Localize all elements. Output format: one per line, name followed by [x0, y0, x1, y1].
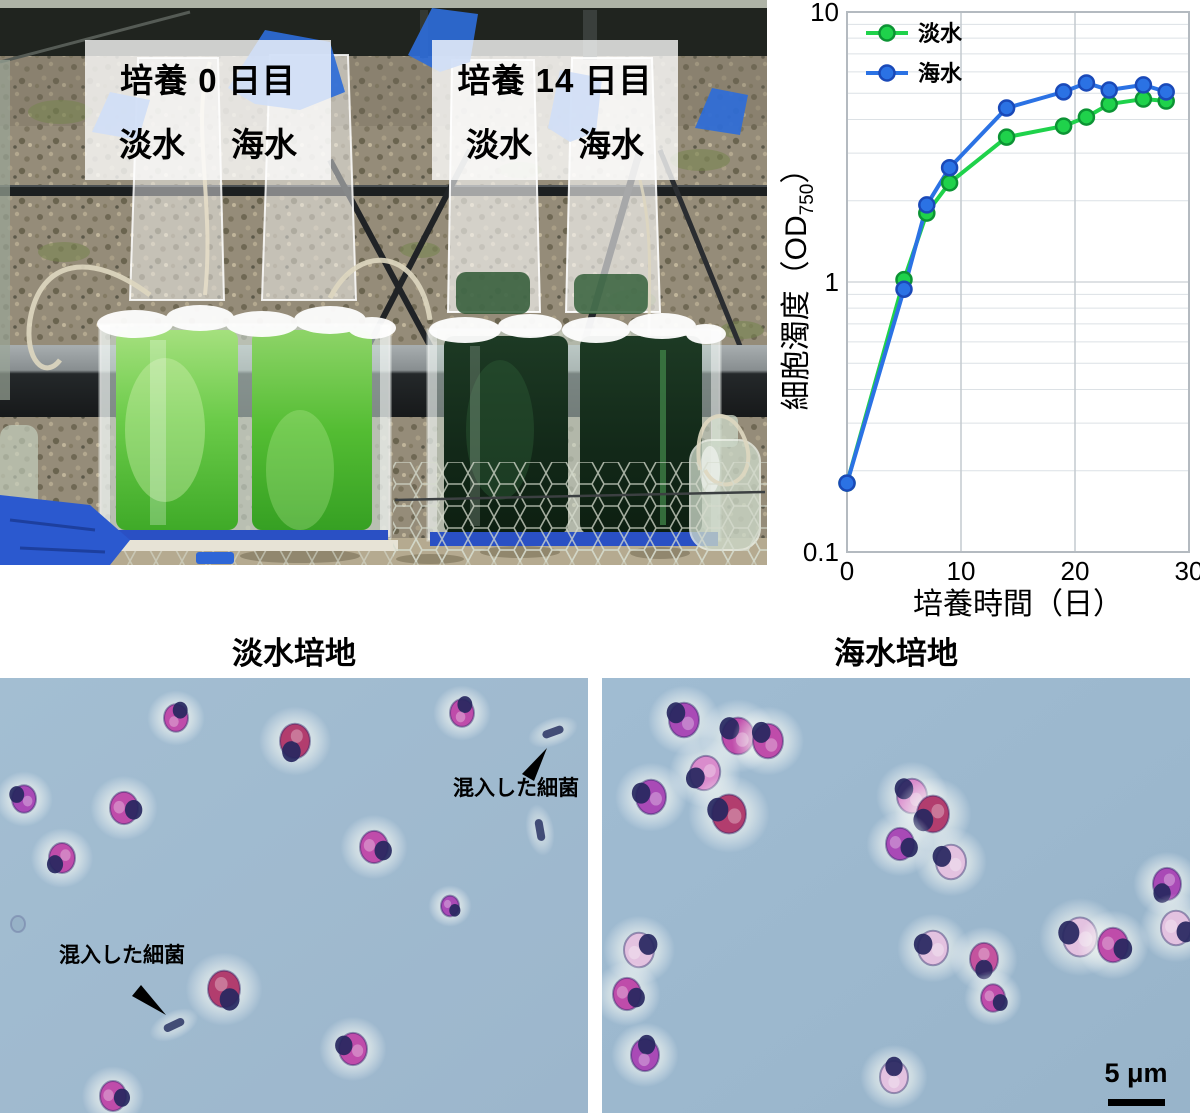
day14-freshwater-label: 淡水 — [466, 126, 532, 163]
y-tick-label: 1 — [825, 267, 839, 297]
day0-freshwater-label: 淡水 — [119, 126, 185, 163]
seawater-micrograph: 5 μm — [602, 678, 1190, 1113]
freshwater-panel-title: 淡水培地 — [232, 635, 356, 671]
x-tick-label: 20 — [1061, 556, 1090, 586]
greenhouse-top — [0, 0, 767, 10]
seawater-panel-title: 海水培地 — [834, 635, 958, 671]
day0-seawater-label: 海水 — [231, 126, 297, 163]
arrowhead-icon — [132, 985, 166, 1015]
data-point — [1054, 117, 1073, 135]
algal-cell — [428, 885, 472, 927]
foam — [429, 313, 726, 344]
data-point — [1157, 83, 1175, 101]
bacteria-annotation-text: 混入した細菌 — [453, 776, 579, 800]
day0-title: 培養 0 日目 — [120, 62, 296, 99]
culture-bag-seawater-day0 — [252, 330, 372, 530]
algal-cell — [860, 1044, 928, 1110]
algal-cell — [688, 774, 770, 854]
algal-cell — [185, 952, 263, 1026]
data-point — [838, 474, 856, 492]
x-tick-label: 10 — [947, 556, 976, 586]
data-point — [1077, 74, 1096, 92]
wire-fence — [393, 462, 767, 562]
label-day0: 培養 0 日目 淡水 海水 — [85, 40, 331, 180]
data-point — [1134, 90, 1153, 108]
algal-cell — [90, 775, 158, 841]
foam — [97, 305, 396, 339]
data-point — [940, 158, 959, 177]
x-tick-label: 30 — [1175, 556, 1200, 586]
algal-cell — [1077, 910, 1149, 980]
legend-label: 淡水 — [918, 21, 963, 46]
algal-cell — [433, 685, 491, 741]
arrowhead-icon — [522, 748, 547, 781]
algal-cell — [615, 762, 687, 832]
y-tick-label: 0.1 — [803, 537, 839, 567]
data-point — [997, 128, 1016, 146]
algal-cell — [915, 827, 987, 897]
horizontal-pipe — [0, 185, 767, 196]
bacteria-annotation-text: 混入した細菌 — [59, 943, 185, 967]
algal-cell — [81, 1066, 145, 1113]
algal-cell — [732, 706, 804, 776]
data-point — [940, 174, 959, 192]
data-point — [1077, 108, 1096, 126]
algal-cell — [602, 961, 661, 1027]
algal-cell — [10, 914, 26, 934]
bacterium-rod — [525, 804, 555, 856]
scale-bar-label: 5 μm — [1104, 1058, 1167, 1088]
greenhouse-photo: 培養 0 日目 淡水 海水 培養 14 日目 淡水 海水 — [0, 0, 767, 566]
algal-cell — [897, 913, 969, 983]
day14-title: 培養 14 日目 — [457, 62, 653, 99]
data-point — [1100, 95, 1118, 113]
y-axis-title: 細胞濁度（OD750） — [780, 154, 818, 411]
algal-cell — [0, 771, 53, 827]
legend-label: 海水 — [918, 61, 963, 86]
algal-cell — [147, 690, 205, 746]
bacterium-rod — [528, 716, 578, 748]
tubing — [26, 264, 152, 371]
data-point — [1134, 76, 1153, 94]
y-tick-label: 10 — [810, 0, 839, 27]
legend-marker — [878, 64, 896, 82]
x-axis-title: 培養時間（日） — [913, 588, 1123, 621]
data-point — [1100, 81, 1118, 99]
algal-cell — [340, 814, 408, 880]
algal-cell — [319, 1016, 387, 1082]
blue-tarp — [0, 495, 234, 565]
algal-cell — [611, 1022, 679, 1088]
label-day14: 培養 14 日目 淡水 海水 — [432, 40, 678, 180]
data-point — [997, 99, 1016, 117]
data-point — [895, 280, 913, 299]
algal-cell — [30, 828, 94, 888]
algal-cell — [259, 706, 331, 776]
day14-seawater-label: 海水 — [578, 126, 644, 163]
data-point — [1054, 83, 1073, 101]
bacterium-rod — [149, 1008, 199, 1042]
data-point — [918, 196, 936, 214]
algal-cell — [964, 970, 1022, 1026]
scale-bar — [1108, 1099, 1165, 1106]
seawater-series-line — [845, 80, 1169, 486]
plot-frame — [846, 11, 1190, 553]
x-tick-label: 0 — [840, 556, 854, 586]
legend-marker — [878, 24, 896, 42]
algal-cell — [1140, 893, 1190, 963]
culture-bag-freshwater-day0 — [116, 330, 238, 530]
